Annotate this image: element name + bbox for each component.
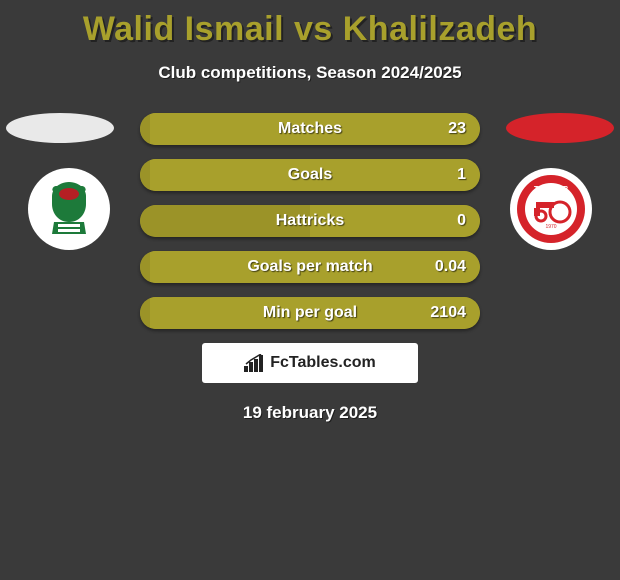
chart-icon	[244, 354, 264, 372]
stats-area: TRACTOR CLUB 1970 Matches23 Goals1 Hattric…	[0, 113, 620, 329]
player-right-ellipse	[506, 113, 614, 143]
stat-value-right: 0	[457, 205, 466, 237]
stat-value-right: 0.04	[435, 251, 466, 283]
stat-value-right: 1	[457, 159, 466, 191]
stat-value-right: 23	[448, 113, 466, 145]
svg-text:CLUB: CLUB	[543, 230, 560, 236]
stat-label: Min per goal	[140, 297, 480, 329]
stat-rows: Matches23 Goals1 Hattricks0 Goals per match…	[140, 113, 480, 329]
stat-row: Matches23	[140, 113, 480, 145]
subtitle: Club competitions, Season 2024/2025	[0, 63, 620, 83]
page-title: Walid Ismail vs Khalilzadeh	[0, 0, 620, 49]
branding-badge[interactable]: FcTables.com	[202, 343, 418, 383]
stat-label: Matches	[140, 113, 480, 145]
svg-text:1970: 1970	[545, 224, 556, 230]
stat-label: Hattricks	[140, 205, 480, 237]
stat-label: Goals per match	[140, 251, 480, 283]
stat-row: Hattricks0	[140, 205, 480, 237]
stat-label: Goals	[140, 159, 480, 191]
team-badge-left	[28, 168, 110, 250]
stat-row: Min per goal2104	[140, 297, 480, 329]
date-text: 19 february 2025	[0, 403, 620, 423]
team-logo-left-icon	[34, 174, 104, 244]
team-badge-right: TRACTOR CLUB 1970	[510, 168, 592, 250]
team-logo-right-icon: TRACTOR CLUB 1970	[516, 174, 586, 244]
player-left-ellipse	[6, 113, 114, 143]
stat-row: Goals per match0.04	[140, 251, 480, 283]
stat-value-right: 2104	[430, 297, 466, 329]
branding-text: FcTables.com	[270, 354, 376, 372]
svg-text:TRACTOR: TRACTOR	[534, 186, 568, 193]
stat-row: Goals1	[140, 159, 480, 191]
comparison-card: Walid Ismail vs Khalilzadeh Club competi…	[0, 0, 620, 580]
